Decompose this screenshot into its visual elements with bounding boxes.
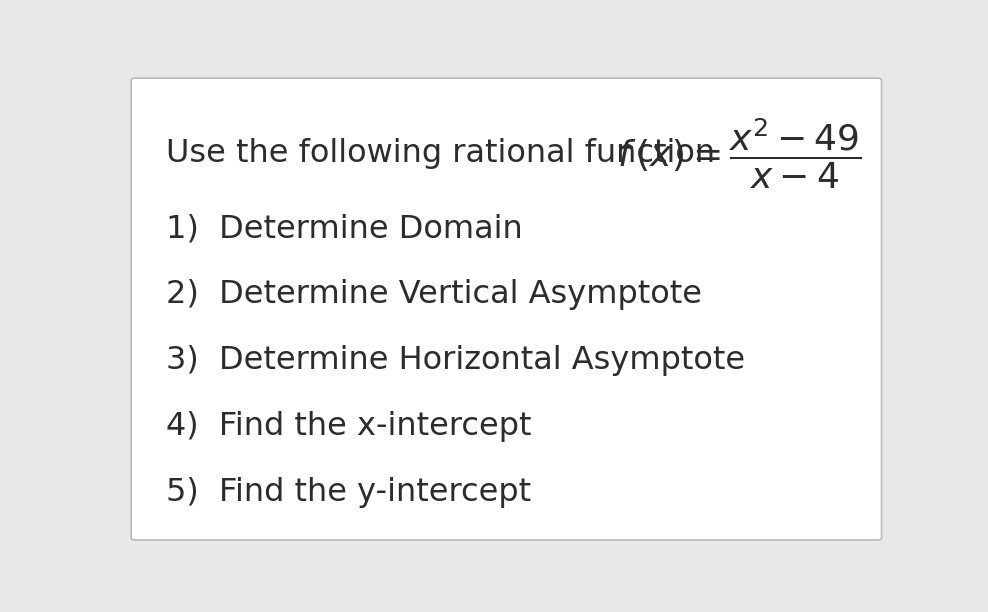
Text: $f\,(x) = \dfrac{x^2-49}{x-4}$: $f\,(x) = \dfrac{x^2-49}{x-4}$ [618,116,863,191]
Text: Use the following rational function: Use the following rational function [166,138,725,169]
FancyBboxPatch shape [131,78,881,540]
Text: 3)  Determine Horizontal Asymptote: 3) Determine Horizontal Asymptote [166,345,745,376]
Text: 5)  Find the y-intercept: 5) Find the y-intercept [166,477,531,509]
Text: 4)  Find the x-intercept: 4) Find the x-intercept [166,411,532,442]
Text: 2)  Determine Vertical Asymptote: 2) Determine Vertical Asymptote [166,280,701,310]
Text: 1)  Determine Domain: 1) Determine Domain [166,214,523,244]
